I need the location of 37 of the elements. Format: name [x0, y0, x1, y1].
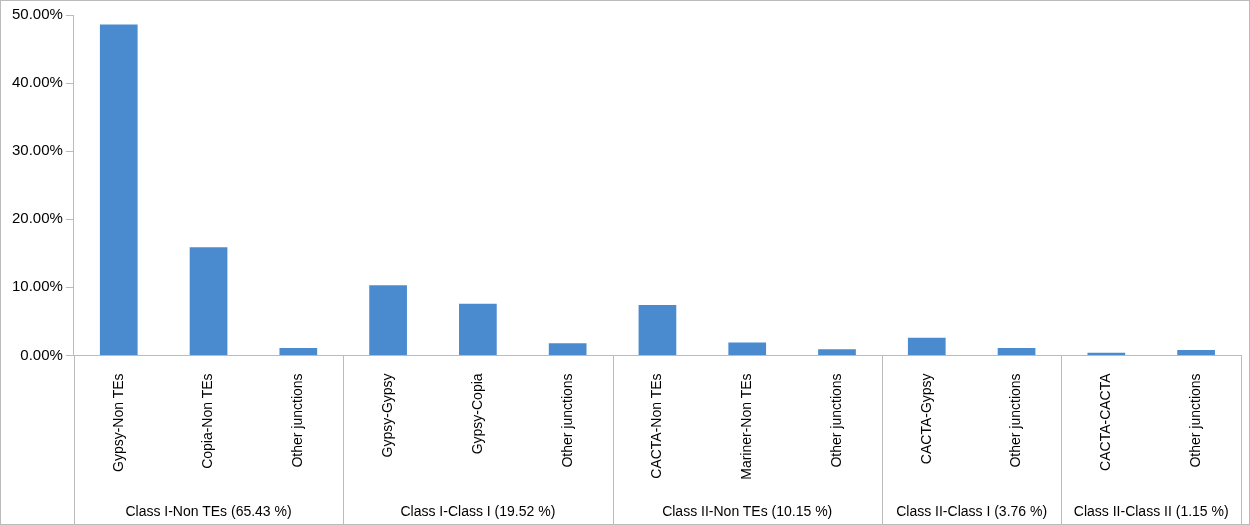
x-tick-label: Other junctions [1007, 373, 1024, 468]
bar [818, 349, 856, 355]
x-tick-label: Other junctions [289, 373, 306, 468]
bar [1177, 349, 1215, 355]
x-tick-label: Gypsy-Gypsy [378, 373, 395, 458]
bar [638, 305, 677, 355]
bar [728, 342, 767, 355]
x-tick-label: Gypsy-Non TEs [109, 373, 126, 472]
bar [997, 347, 1036, 355]
text: Class I-Non TEs (65.43 %) [125, 502, 292, 519]
y-tick-label: 50.00% [12, 5, 63, 23]
x-tick-label: CACTA-CACTA [1097, 372, 1114, 471]
bar [548, 343, 587, 355]
bar [1087, 352, 1126, 355]
text: Class II-Class I (3.76 %) [896, 502, 1048, 519]
bar [369, 285, 407, 355]
text: Class II-Class II (1.15 %) [1073, 502, 1229, 519]
y-tick-label: 30.00% [12, 141, 63, 159]
x-tick-label: Other junctions [827, 373, 844, 468]
y-tick-label: 20.00% [12, 209, 63, 227]
x-tick-label: CACTA-Non TEs [648, 373, 665, 479]
bar [279, 347, 318, 355]
y-tick-label: 40.00% [12, 73, 63, 91]
text: Class II-Non TEs (10.15 %) [662, 502, 833, 519]
y-tick-label: 0.00% [20, 345, 63, 363]
bar [99, 24, 138, 355]
bar [189, 247, 228, 355]
x-tick-label: CACTA-Gypsy [917, 373, 934, 465]
x-tick-label: Other junctions [1186, 373, 1203, 468]
y-tick-label: 10.00% [12, 277, 63, 295]
bar [459, 303, 497, 355]
x-tick-label: Other junctions [558, 373, 575, 468]
x-tick-label: Copia-Non TEs [199, 373, 216, 469]
bar [907, 337, 946, 355]
x-tick-label: Mariner-Non TEs [738, 373, 755, 480]
text: Class I-Class I (19.52 %) [400, 502, 556, 519]
x-tick-label: Gypsy-Copia [468, 373, 485, 455]
